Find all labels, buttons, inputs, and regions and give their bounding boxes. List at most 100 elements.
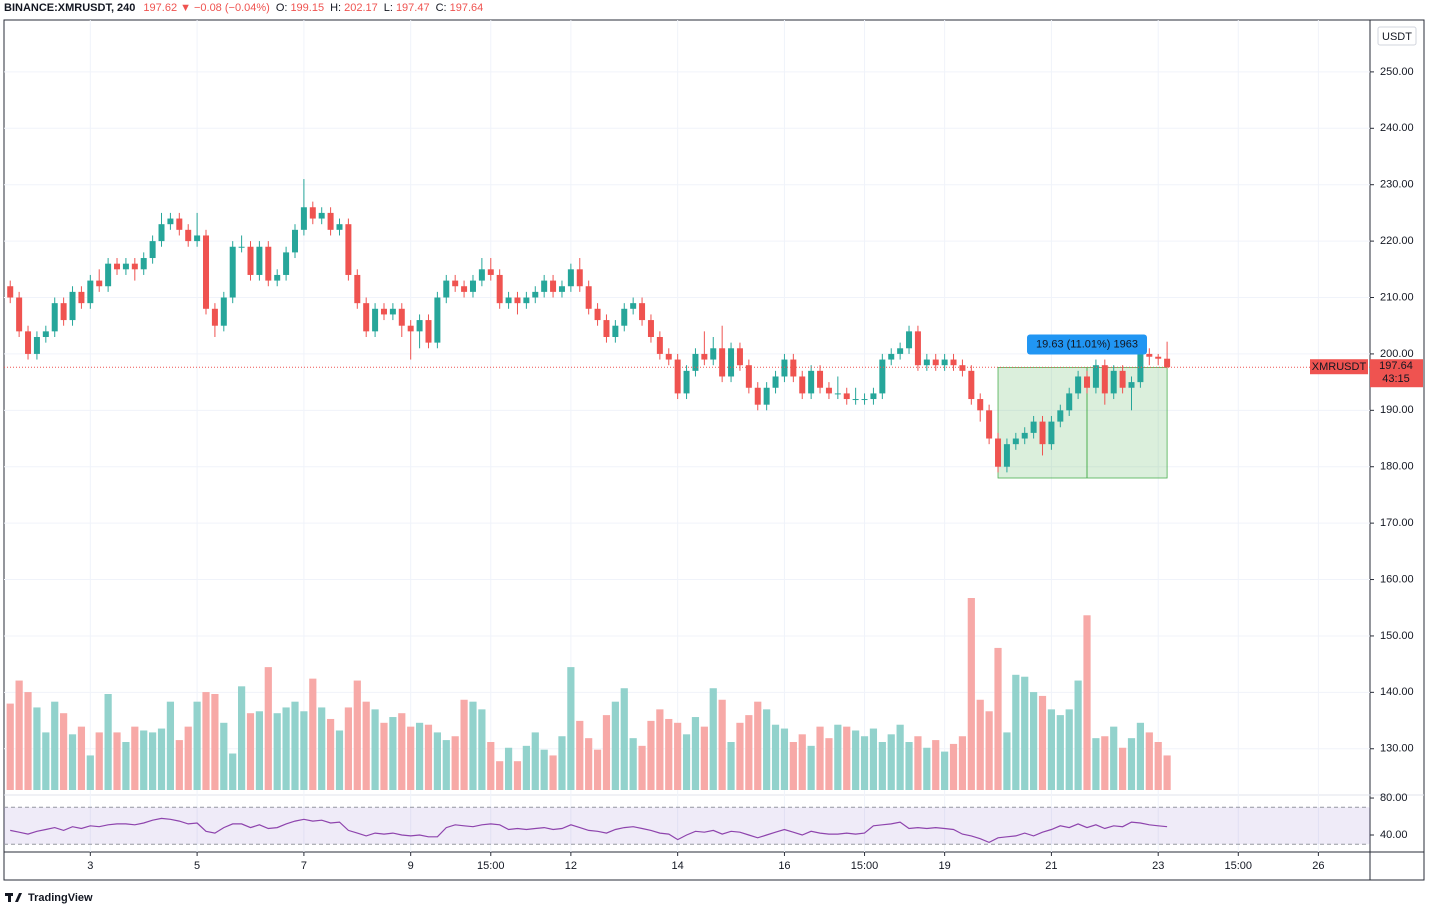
logo-mark: [5, 893, 22, 902]
candle-body: [514, 297, 521, 304]
close-label: C:: [436, 2, 447, 14]
volume-bar: [140, 730, 148, 790]
candle-body: [461, 286, 468, 292]
volume-bar: [771, 724, 780, 790]
header-price: 197.62: [143, 2, 177, 14]
volume-bar: [60, 713, 68, 790]
volume-bar: [985, 711, 993, 790]
volume-bar: [478, 709, 486, 790]
volume-bar: [104, 694, 112, 790]
volume-bar: [682, 734, 691, 790]
candle-body: [194, 235, 201, 242]
candle-body: [914, 331, 921, 366]
volume-bar: [958, 736, 967, 790]
volume-bar: [1136, 722, 1145, 790]
candle-body: [96, 280, 103, 287]
currency-box[interactable]: [1377, 26, 1417, 46]
volume-bar: [1127, 738, 1136, 790]
volume-bar: [15, 680, 23, 790]
candle-body: [567, 269, 574, 287]
volume-bar: [246, 713, 255, 790]
volume-bar: [202, 692, 210, 790]
candle-body: [692, 353, 699, 371]
volume-bar: [184, 726, 192, 790]
volume-bar: [487, 742, 495, 790]
candle-body: [469, 280, 476, 292]
x-tick-label: 19: [939, 860, 951, 872]
volume-bar: [282, 707, 290, 790]
x-tick-label: 15:00: [851, 860, 879, 872]
candle-body: [478, 269, 485, 281]
volume-bar: [415, 722, 424, 790]
volume-bar: [264, 667, 272, 790]
volume-bar: [798, 734, 806, 790]
volume-bar: [1012, 674, 1020, 790]
volume-bar: [914, 736, 922, 790]
candle-body: [585, 286, 592, 309]
logo: TradingView: [28, 892, 93, 904]
x-tick-label: 15:00: [477, 860, 505, 872]
volume-bar: [193, 701, 201, 790]
candle-body: [185, 229, 192, 242]
volume-bar: [77, 726, 86, 790]
candle-body: [496, 274, 503, 304]
volume-bar: [834, 724, 842, 790]
candle-body: [33, 336, 40, 354]
volume-bar: [442, 740, 450, 790]
y-tick-label: 140.00: [1380, 686, 1414, 698]
candle-body: [389, 308, 396, 315]
volume-bar: [344, 707, 352, 790]
volume-bar: [300, 711, 308, 790]
open-value: 199.15: [290, 2, 324, 14]
y-tick-label: 210.00: [1380, 291, 1414, 303]
candle-body: [327, 212, 334, 230]
volume-bar: [789, 742, 797, 790]
y-tick-label: 130.00: [1380, 743, 1414, 755]
volume-bar: [896, 724, 904, 790]
candle-body: [380, 308, 387, 315]
volume-bar: [398, 713, 406, 790]
candle-body: [238, 246, 245, 248]
candle-body: [834, 393, 841, 395]
volume-bar: [33, 707, 41, 790]
candle-body: [265, 246, 272, 281]
volume-bar: [255, 711, 264, 790]
x-tick-label: 14: [672, 860, 684, 872]
candle-body: [1012, 438, 1019, 445]
candle-body: [131, 263, 138, 270]
candle-body: [612, 325, 619, 337]
volume-bar: [647, 720, 655, 790]
volume-bar: [1030, 692, 1038, 790]
volume-bar: [745, 715, 753, 790]
candle-body: [719, 348, 726, 377]
price-tag-countdown: 43:15: [1382, 373, 1410, 385]
candle-body: [283, 252, 290, 275]
candle-body: [336, 224, 343, 230]
volume-bar: [513, 761, 522, 790]
candle-body: [817, 370, 824, 388]
candle-body: [487, 269, 494, 275]
high-label: H:: [330, 2, 341, 14]
low-value: 197.47: [396, 2, 430, 14]
candle-body: [1030, 421, 1037, 433]
candle-body: [318, 212, 325, 219]
volume-bar: [932, 740, 940, 790]
volume-bar: [335, 730, 344, 790]
candle-body: [736, 348, 743, 366]
candle-body: [1110, 370, 1117, 394]
candle-body: [363, 303, 370, 332]
candle-body: [995, 438, 1002, 467]
volume-bar: [816, 726, 824, 790]
volume-bar: [700, 726, 708, 790]
volume-bar: [754, 701, 762, 790]
volume-bar: [780, 728, 789, 790]
volume-bar: [42, 732, 50, 790]
y-tick-label: 250.00: [1380, 66, 1414, 78]
candle-body: [60, 303, 67, 321]
candle-body: [647, 320, 654, 337]
candle-body: [808, 370, 815, 394]
candle-body: [986, 410, 993, 439]
price-tag-value: 197.64: [1379, 360, 1413, 372]
